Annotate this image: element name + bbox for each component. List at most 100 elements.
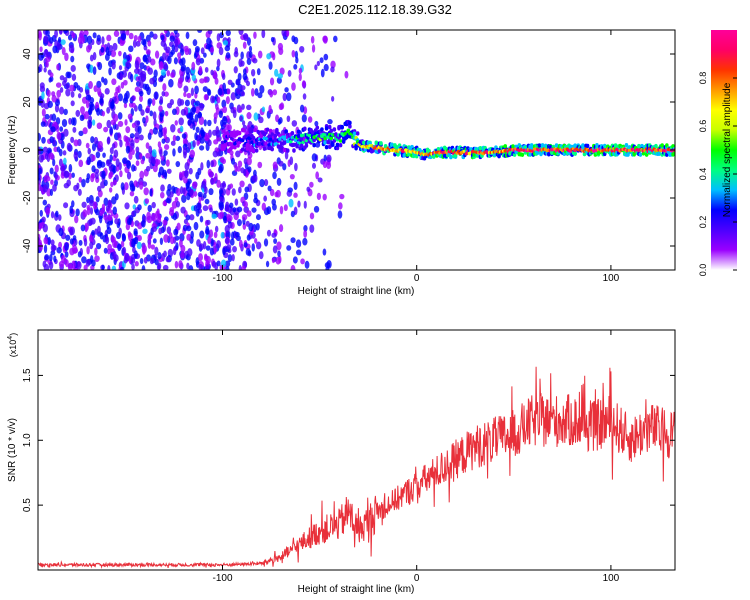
heatmap-cell [94,171,99,180]
heatmap-cell [213,231,218,239]
heatmap-cell [335,145,340,151]
heatmap-cell [264,141,268,146]
heatmap-cell [63,202,69,209]
heatmap-cell [101,264,105,270]
heatmap-cell [283,204,288,212]
heatmap-cell [511,144,515,149]
heatmap-cell [38,30,42,38]
heatmap-cell [159,113,163,123]
heatmap-cell [202,205,209,212]
heatmap-cell [103,179,108,187]
heatmap-cell [65,83,70,90]
heatmap-cell [271,257,276,264]
heatmap-cell [90,255,94,263]
heatmap-cell [239,180,245,188]
heatmap-cell [299,143,304,148]
heatmap-cell [196,139,200,146]
heatmap-cell [173,57,178,65]
heatmap-cell [175,242,179,250]
heatmap-cell [133,180,138,187]
y-tick-label: -20 [22,190,33,205]
heatmap-cell [61,47,66,56]
colorbar-tick-label: 0.0 [698,264,708,277]
heatmap-cell [546,152,551,157]
heatmap-cell [183,218,188,225]
heatmap-cell [138,103,143,112]
heatmap-cell [311,44,316,53]
heatmap-cell [161,138,166,144]
heatmap-cell [179,186,184,195]
heatmap-cell [145,142,150,149]
heatmap-cell [104,53,110,61]
heatmap-cell [117,132,121,138]
heatmap-cell [175,201,181,208]
heatmap-cell [98,214,103,224]
heatmap-cell [147,40,152,47]
heatmap-cell [340,124,344,130]
heatmap-cell [338,143,343,148]
heatmap-cell [70,100,75,107]
heatmap-cell [128,45,134,53]
heatmap-cell [224,45,231,52]
heatmap-cell [230,157,235,165]
heatmap-cell [48,77,52,83]
heatmap-cell [254,238,258,244]
heatmap-cell [278,47,284,55]
heatmap-cell [243,168,247,177]
heatmap-cell [52,158,56,167]
heatmap-cell [106,119,112,129]
heatmap-cell [48,152,54,160]
colorbar-tick-label: 0.6 [698,120,708,133]
heatmap-cell [111,196,117,205]
heatmap-cell [213,112,218,120]
heatmap-cell [93,85,98,93]
heatmap-cell [332,127,337,132]
heatmap-cell [109,187,113,193]
heatmap-cell [56,89,62,98]
heatmap-cell [163,250,167,258]
heatmap-cell [86,207,91,216]
heatmap-cell [210,160,215,168]
heatmap-cell [149,77,155,85]
heatmap-cell [284,129,288,134]
heatmap-cell [171,44,175,51]
heatmap-cell [339,193,345,200]
heatmap-cell [113,30,120,37]
heatmap-cell [169,191,174,198]
colorbar-tick-label: 0.2 [698,216,708,229]
heatmap-cell [62,150,67,156]
heatmap-cell [150,244,156,250]
heatmap-cell [60,39,66,45]
heatmap-cell [207,139,212,147]
heatmap-cell [262,146,267,151]
heatmap-cell [209,229,214,238]
heatmap-cell [282,92,287,102]
heatmap-cell [379,141,383,146]
heatmap-cell [613,143,618,148]
heatmap-cell [660,143,664,148]
heatmap-cell [64,171,70,178]
heatmap-cell [272,245,278,254]
heatmap-cell [104,236,110,245]
heatmap-cell [323,140,327,145]
heatmap-cell [198,253,203,262]
heatmap-cell [108,172,113,180]
heatmap-cell [133,195,139,204]
heatmap-cell [141,265,146,270]
heatmap-cell [58,227,64,237]
heatmap-cell [276,77,282,84]
heatmap-cell [145,107,150,114]
heatmap-cell [38,52,44,61]
y-tick-label: 40 [22,48,33,60]
heatmap-cell [83,238,88,247]
heatmap-cell [199,215,204,223]
heatmap-cell [231,254,235,262]
heatmap-cell [204,228,210,235]
heatmap-cell [320,68,325,78]
heatmap-cell [550,150,554,156]
heatmap-cell [68,164,73,173]
heatmap-cell [180,244,186,253]
heatmap-cell [227,36,231,44]
heatmap-cell [80,224,86,232]
heatmap-cell [302,237,308,246]
